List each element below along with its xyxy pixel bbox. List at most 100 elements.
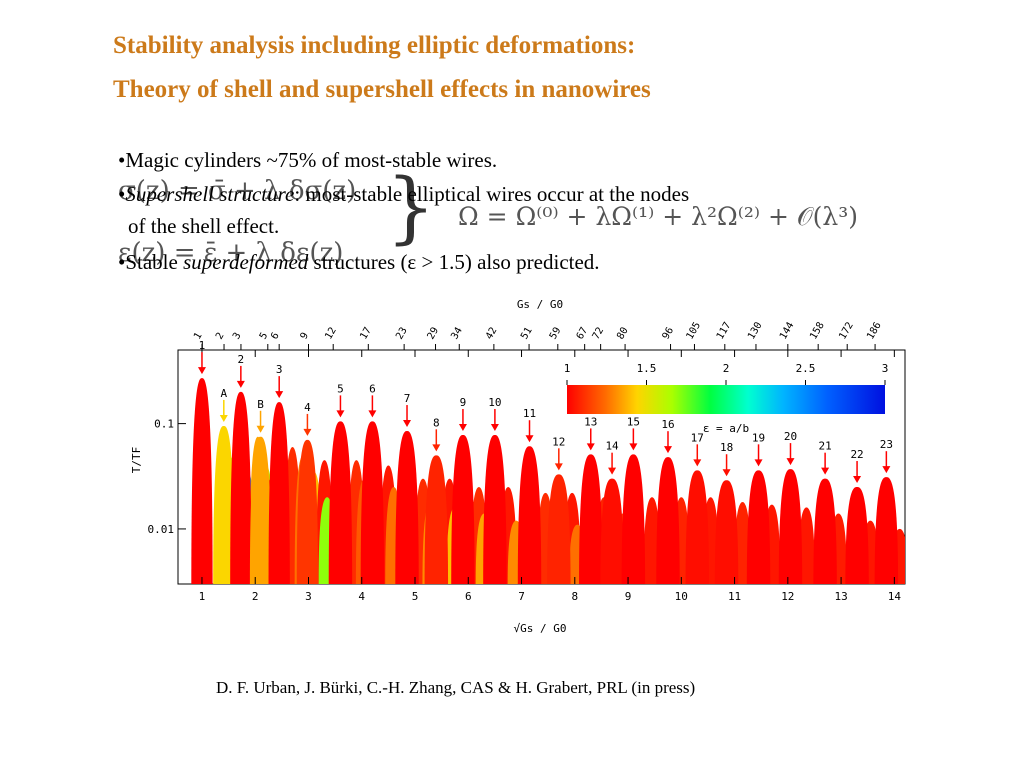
stability-peak <box>191 378 213 584</box>
x-tick-label: 7 <box>518 590 525 603</box>
peak-label: B <box>257 398 264 411</box>
peak-label: 12 <box>552 435 565 448</box>
stability-peak <box>213 425 235 584</box>
peak-label: 7 <box>404 392 411 405</box>
top-tick-label: 3 <box>231 331 244 342</box>
stability-peak <box>517 446 542 584</box>
peak-label: 20 <box>784 430 797 443</box>
top-tick-label: 42 <box>484 326 500 342</box>
peak-arrow-head <box>368 410 377 418</box>
x-tick-label: 2 <box>252 590 259 603</box>
stability-peak <box>328 421 353 584</box>
top-tick-label: 29 <box>426 326 442 342</box>
peak-label: 11 <box>523 407 536 420</box>
peak-arrow-head <box>554 463 563 471</box>
x-tick-label: 4 <box>358 590 365 603</box>
peak-arrow-head <box>432 444 441 452</box>
top-tick-label: 59 <box>548 326 564 342</box>
peak-arrow-head <box>663 446 672 454</box>
stability-peak <box>360 421 385 584</box>
peak-label: 8 <box>433 416 440 429</box>
x-tick-label: 1 <box>199 590 206 603</box>
top-tick-label: 1 <box>192 331 205 342</box>
citation: D. F. Urban, J. Bürki, C.-H. Zhang, CAS … <box>216 678 696 697</box>
x-axis-label: √Gs / G0 <box>514 622 567 635</box>
formula-brace: } <box>386 163 436 253</box>
peak-arrow-head <box>197 367 206 375</box>
peak-label: 6 <box>369 382 376 395</box>
top-tick-label: 34 <box>449 326 465 342</box>
peak-label: 1 <box>199 339 206 352</box>
stability-chart: 1 2 3 4 5 6 7 8 9 10 11 12 13 140.10.011 2 3 56 9 12 17 23 29… <box>130 298 906 635</box>
peak-label: 13 <box>584 415 597 428</box>
colorbar-tick-label: 1 <box>564 362 571 375</box>
bullet-supershell-line2: of the shell effect. <box>128 214 280 238</box>
peak-label: 3 <box>276 363 283 376</box>
stability-peak <box>249 436 272 584</box>
stability-peak <box>813 478 837 584</box>
top-tick-label: 117 <box>715 320 734 341</box>
peak-arrow-head <box>458 423 467 431</box>
top-tick-label: 186 <box>865 320 884 341</box>
peak-label: 16 <box>661 418 674 431</box>
peak-label: 4 <box>304 401 311 414</box>
bullet-supershell-italic: Supershell structure <box>125 182 295 206</box>
formula-sigma: σ(z) = σ̄ + λ δσ(z) <box>118 176 357 206</box>
peak-arrow-head <box>219 414 228 422</box>
y-axis-label: T/TF <box>130 447 143 474</box>
colorbar-tick-label: 3 <box>882 362 889 375</box>
stability-peak <box>778 469 803 584</box>
bullet-superdeformed-rest: structures (ε > 1.5) also predicted. <box>308 250 600 274</box>
peak-label: 21 <box>818 440 831 453</box>
bullet-supershell-prefix: • <box>118 182 126 206</box>
top-tick-label: 23 <box>394 326 410 342</box>
y-tick-label: 0.1 <box>154 418 174 431</box>
peak-label: 15 <box>627 415 640 428</box>
top-tick-label: 5 <box>258 331 271 342</box>
peak-arrow-head <box>275 391 284 399</box>
deformed-lobe <box>797 507 815 584</box>
bullet-superdeformed: •Stable superdeformed structures (ε > 1.… <box>118 250 600 275</box>
peak-label: 9 <box>460 396 467 409</box>
top-tick-label: 96 <box>661 326 677 342</box>
peak-arrow-head <box>490 423 499 431</box>
x-tick-label: 9 <box>625 590 632 603</box>
peak-label: 17 <box>691 431 704 444</box>
peak-arrow-head <box>693 459 702 467</box>
slide-title-line-1: Stability analysis including elliptic de… <box>113 32 636 59</box>
colorbar-gradient <box>567 385 885 414</box>
x-tick-label: 6 <box>465 590 472 603</box>
top-tick-label: 9 <box>299 331 312 342</box>
peak-arrow-head <box>236 380 245 388</box>
peak-label: 10 <box>488 396 501 409</box>
peak-arrow-head <box>754 459 763 467</box>
stability-peak <box>579 454 603 584</box>
stability-peak <box>714 480 739 584</box>
stability-peak <box>845 487 869 584</box>
peak-arrow-head <box>853 476 862 484</box>
stability-peak <box>483 434 507 584</box>
peak-label: 5 <box>337 382 344 395</box>
peak-arrow-head <box>403 420 412 428</box>
colorbar-label: ε = a/b <box>703 422 749 435</box>
top-tick-label: 67 <box>575 326 591 342</box>
peak-arrow-head <box>882 466 891 474</box>
x-tick-label: 14 <box>888 590 902 603</box>
stability-peak <box>874 477 899 584</box>
x-tick-label: 11 <box>728 590 741 603</box>
top-tick-label: 172 <box>837 320 856 341</box>
top-axis-label: Gs / G0 <box>517 298 563 311</box>
stability-peak <box>268 402 290 584</box>
stability-peak <box>296 439 319 584</box>
top-tick-label: 6 <box>269 331 282 342</box>
stability-peak <box>424 455 449 584</box>
peak-label: 22 <box>850 448 863 461</box>
formula-epsilon: ε(z) = ε̄ + λ δε(z) <box>118 238 344 268</box>
top-tick-label: 144 <box>778 320 797 341</box>
peak-label: 23 <box>880 438 893 451</box>
x-tick-label: 8 <box>571 590 578 603</box>
top-tick-label: 17 <box>358 326 374 342</box>
peak-label: 19 <box>752 431 765 444</box>
stability-peak <box>395 431 419 584</box>
peak-label: 14 <box>605 440 619 453</box>
